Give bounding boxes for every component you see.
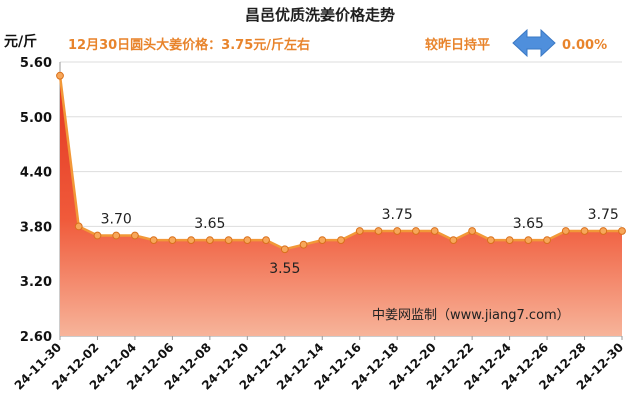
compare-label: 较昨日持平 (425, 37, 490, 53)
data-point (56, 71, 64, 80)
watermark: 中姜网监制（www.jiang7.com） (372, 308, 570, 323)
data-point (393, 227, 402, 235)
data-point (112, 231, 121, 240)
data-point (618, 227, 626, 235)
data-point (205, 236, 214, 245)
area-series (58, 75, 622, 336)
y-tick-label: 3.20 (20, 275, 52, 290)
data-label: 3.65 (194, 216, 225, 232)
data-point (468, 227, 477, 235)
y-tick-label: 5.00 (20, 111, 52, 126)
data-point (280, 245, 289, 254)
data-point (374, 227, 383, 235)
y-tick-label: 5.60 (20, 56, 52, 71)
data-point (580, 227, 589, 235)
point-markers (56, 71, 626, 254)
chart-title: 昌邑优质洗姜价格走势 (245, 6, 395, 24)
data-point (149, 236, 158, 245)
area-fill (60, 75, 622, 336)
data-point (243, 236, 252, 245)
data-label: 3.70 (101, 212, 132, 228)
data-point (524, 236, 533, 245)
y-axis-ticks: 5.60 5.00 4.40 3.80 3.20 2.60 (20, 56, 52, 345)
data-label: 3.55 (269, 261, 300, 277)
x-axis-ticks: 24-11-3024-12-0224-12-0424-12-0624-12-08… (12, 336, 626, 393)
data-point (318, 236, 327, 245)
y-tick-label: 3.80 (20, 220, 52, 235)
data-point (224, 236, 233, 245)
data-point (299, 240, 308, 249)
data-point (505, 236, 514, 245)
data-point (93, 231, 102, 240)
data-point (131, 231, 139, 240)
data-label: 3.75 (382, 207, 413, 223)
left-right-arrow-icon (512, 28, 556, 58)
y-tick-label: 2.60 (20, 330, 52, 345)
data-point (561, 227, 570, 235)
data-label: 3.75 (588, 207, 619, 223)
data-point (543, 236, 551, 245)
data-point (187, 236, 196, 245)
change-percent: 0.00% (562, 38, 607, 53)
data-label: 3.65 (513, 216, 544, 232)
data-point (449, 236, 458, 245)
data-point (74, 222, 83, 231)
price-note: 12月30日圆头大姜价格：3.75元/斤左右 (68, 37, 310, 53)
data-point (486, 236, 495, 245)
data-point (355, 227, 364, 235)
data-point (337, 236, 345, 245)
y-tick-label: 4.40 (20, 166, 52, 181)
data-point (599, 227, 608, 235)
data-point (168, 236, 177, 245)
data-point (262, 236, 270, 245)
y-axis-unit: 元/斤 (4, 33, 37, 50)
data-point (430, 227, 439, 235)
data-point (412, 227, 420, 235)
data-labels: 3.70 3.65 3.55 3.75 3.65 3.75 (101, 207, 619, 277)
